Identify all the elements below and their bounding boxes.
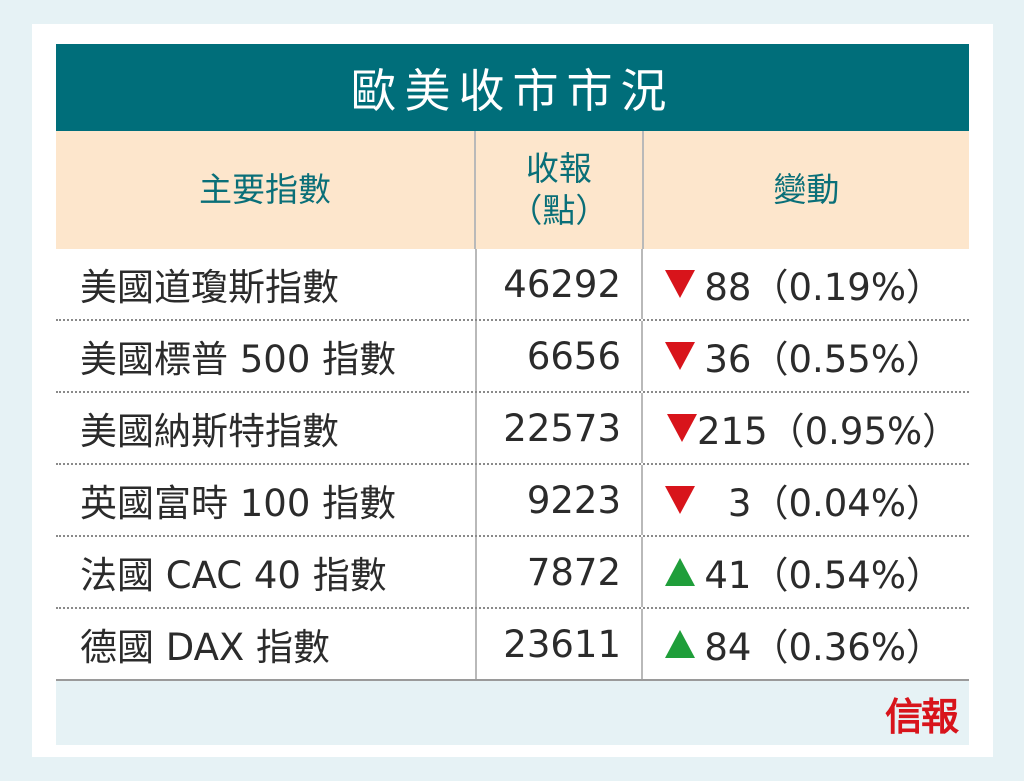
index-name: 美國道瓊斯指數 <box>80 266 339 309</box>
down-triangle-icon <box>665 270 695 298</box>
table-row: 英國富時 100 指數 9223 3（0.04%） <box>56 465 969 537</box>
up-triangle-icon <box>665 558 695 586</box>
table-title: 歐美收市市況 <box>56 44 969 131</box>
index-name: 英國富時 100 指數 <box>80 482 397 525</box>
change-value: 36（0.55%） <box>704 338 943 381</box>
close-value: 23611 <box>475 609 641 679</box>
change-cell: 88（0.19%） <box>641 249 967 319</box>
index-name: 法國 CAC 40 指數 <box>80 554 387 597</box>
change-value: 84（0.36%） <box>704 626 943 669</box>
change-cell: 84（0.36%） <box>641 609 967 679</box>
table-header: 主要指數 收報 （點） 變動 <box>56 131 969 249</box>
header-change: 變動 <box>641 131 969 249</box>
change-value: 88（0.19%） <box>704 266 943 309</box>
table-row: 德國 DAX 指數 23611 84（0.36%） <box>56 609 969 681</box>
close-value: 6656 <box>475 321 641 391</box>
market-table: 歐美收市市況 主要指數 收報 （點） 變動 美國道瓊斯指數 46292 88（0… <box>56 44 969 745</box>
table-row: 美國道瓊斯指數 46292 88（0.19%） <box>56 249 969 321</box>
change-value: 215（0.95%） <box>697 410 960 453</box>
index-name: 美國標普 500 指數 <box>80 338 397 381</box>
down-triangle-icon <box>667 414 697 442</box>
change-cell: 36（0.55%） <box>641 321 967 391</box>
index-name: 美國納斯特指數 <box>80 410 339 453</box>
hkej-logo: 信報 <box>884 693 959 739</box>
up-triangle-icon <box>665 630 695 658</box>
header-close: 收報 （點） <box>474 131 642 249</box>
change-cell: 41（0.54%） <box>641 537 967 607</box>
down-triangle-icon <box>665 486 695 514</box>
table-row: 美國納斯特指數 22573 215（0.95%） <box>56 393 969 465</box>
table-row: 法國 CAC 40 指數 7872 41（0.54%） <box>56 537 969 609</box>
index-name: 德國 DAX 指數 <box>80 626 331 669</box>
header-close-line2: （點） <box>509 191 609 230</box>
change-value: 41（0.54%） <box>704 554 943 597</box>
market-card: 歐美收市市況 主要指數 收報 （點） 變動 美國道瓊斯指數 46292 88（0… <box>32 24 993 757</box>
table-footer: 信報 <box>56 681 969 745</box>
close-value: 22573 <box>475 393 641 463</box>
table-row: 美國標普 500 指數 6656 36（0.55%） <box>56 321 969 393</box>
down-triangle-icon <box>665 342 695 370</box>
close-value: 9223 <box>475 465 641 535</box>
change-value: 3（0.04%） <box>727 482 943 525</box>
header-close-line1: 收報 <box>525 149 592 188</box>
close-value: 7872 <box>475 537 641 607</box>
header-index: 主要指數 <box>199 170 332 209</box>
change-cell: 215（0.95%） <box>641 393 967 463</box>
close-value: 46292 <box>475 249 641 319</box>
table-body: 美國道瓊斯指數 46292 88（0.19%） 美國標普 500 指數 6656… <box>56 249 969 681</box>
change-cell: 3（0.04%） <box>641 465 967 535</box>
